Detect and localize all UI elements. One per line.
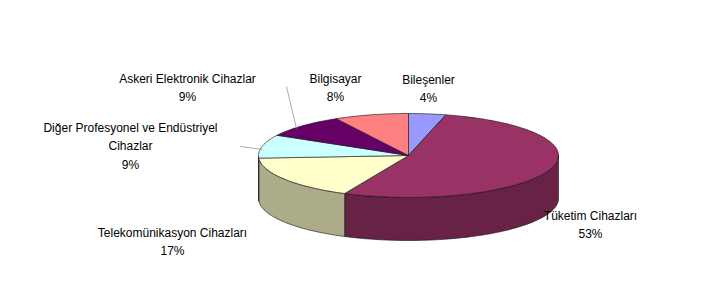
svg-text:Askeri Elektronik Cihazlar9%: Askeri Elektronik Cihazlar9% [119, 72, 256, 105]
svg-text:Bileşenler4%: Bileşenler4% [402, 73, 455, 106]
svg-text:Bilgisayar8%: Bilgisayar8% [309, 72, 361, 105]
svg-text:Telekomünikasyon Cihazları17%: Telekomünikasyon Cihazları17% [98, 226, 247, 259]
svg-text:Tüketim Cihazları53%: Tüketim Cihazları53% [544, 209, 637, 242]
svg-text:Diğer Profesyonel ve Endüstriy: Diğer Profesyonel ve EndüstriyelCihazlar… [43, 121, 217, 172]
